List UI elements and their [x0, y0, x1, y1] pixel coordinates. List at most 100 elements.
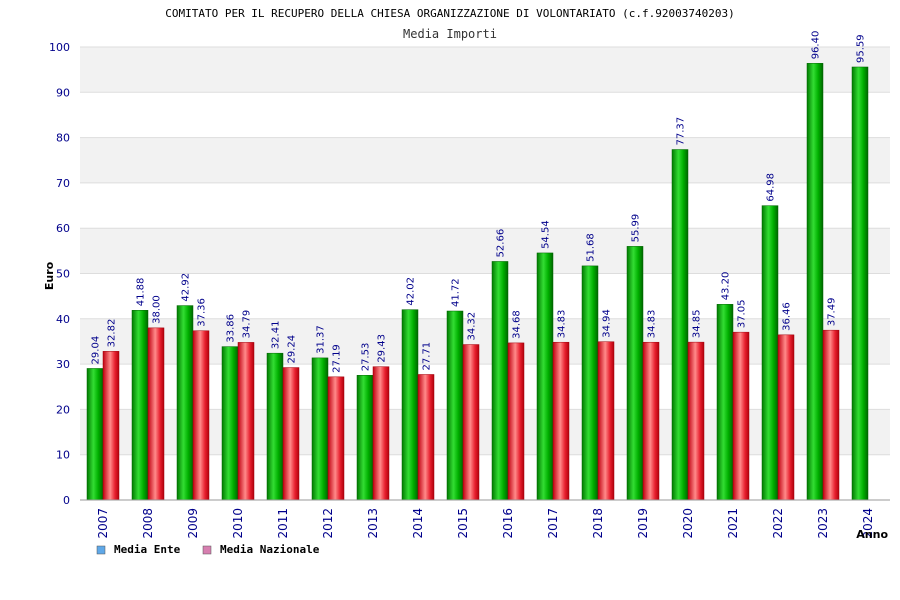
- x-tick-label-2019: 2019: [636, 508, 650, 539]
- data-label-media-nazionale-2016: 34.68: [512, 310, 523, 339]
- bar-media-nazionale-2007: [102, 351, 120, 501]
- y-tick-label: 80: [56, 132, 70, 145]
- data-label-media-ente-2012: 31.37: [316, 325, 327, 354]
- grid-band: [80, 364, 890, 410]
- bar-media-nazionale-2021: [732, 331, 750, 501]
- x-tick-label-2024: 2024: [861, 508, 875, 539]
- x-tick-label-2020: 2020: [681, 508, 695, 539]
- data-label-media-ente-2009: 42.92: [181, 273, 192, 302]
- bar-media-ente-2010: [221, 346, 239, 501]
- data-label-media-ente-2023: 96.40: [811, 31, 822, 60]
- data-label-media-nazionale-2008: 38.00: [152, 295, 163, 324]
- data-label-media-ente-2020: 77.37: [676, 117, 687, 146]
- data-label-media-ente-2008: 41.88: [136, 278, 147, 307]
- bar-media-ente-2024: [851, 66, 869, 501]
- y-tick-label: 30: [56, 358, 70, 371]
- data-label-media-nazionale-2012: 27.19: [332, 344, 343, 373]
- data-label-media-nazionale-2023: 37.49: [827, 298, 838, 327]
- data-label-media-nazionale-2014: 27.71: [422, 342, 433, 371]
- grid-bands: [80, 47, 890, 500]
- bars: [86, 63, 869, 501]
- grid-band: [80, 454, 890, 500]
- data-label-media-ente-2019: 55.99: [631, 214, 642, 243]
- x-tick-label-2010: 2010: [231, 508, 245, 539]
- bar-media-nazionale-2017: [552, 341, 570, 501]
- legend-swatch-media-ente: [96, 545, 106, 555]
- x-tick-label-2023: 2023: [816, 508, 830, 539]
- y-axis-label: Euro: [43, 261, 56, 290]
- bar-media-nazionale-2014: [417, 374, 435, 501]
- legend: Media Ente Media Nazionale: [96, 543, 320, 556]
- data-labels: 29.04 32.82 41.88 38.00 42.92 37.36 33.86 34.79…: [91, 31, 867, 373]
- data-label-media-nazionale-2013: 29.43: [377, 334, 388, 363]
- x-tick-label-2014: 2014: [411, 508, 425, 539]
- data-label-media-ente-2007: 29.04: [91, 336, 102, 365]
- grid-band: [80, 318, 890, 365]
- bar-media-ente-2007: [86, 368, 104, 501]
- y-tick-label: 70: [56, 177, 70, 190]
- bar-media-ente-2023: [806, 63, 824, 501]
- bar-media-ente-2018: [581, 265, 599, 501]
- bar-media-nazionale-2010: [237, 342, 255, 501]
- bar-media-ente-2019: [626, 246, 644, 501]
- x-tick-labels: 2007 2008 2009 2010 2011 2012 2013 2014 2015 2016…: [96, 508, 875, 539]
- data-label-media-nazionale-2022: 36.46: [782, 302, 793, 331]
- bar-media-ente-2011: [266, 352, 284, 501]
- data-label-media-nazionale-2009: 37.36: [197, 298, 208, 327]
- bar-media-nazionale-2023: [822, 329, 840, 501]
- data-label-media-ente-2013: 27.53: [361, 343, 372, 372]
- data-label-media-nazionale-2021: 37.05: [737, 300, 748, 329]
- bar-media-ente-2012: [311, 357, 329, 501]
- bar-media-ente-2013: [356, 375, 374, 501]
- data-label-media-nazionale-2015: 34.32: [467, 312, 478, 341]
- chart-title: COMITATO PER IL RECUPERO DELLA CHIESA OR…: [165, 7, 735, 20]
- data-label-media-nazionale-2018: 34.94: [602, 309, 613, 338]
- bar-media-nazionale-2012: [327, 376, 345, 501]
- data-label-media-nazionale-2017: 34.83: [557, 310, 568, 339]
- data-label-media-nazionale-2007: 32.82: [107, 319, 118, 348]
- bar-media-nazionale-2016: [507, 342, 525, 501]
- y-tick-label: 100: [49, 41, 70, 54]
- bar-media-ente-2016: [491, 261, 509, 501]
- bar-media-ente-2017: [536, 252, 554, 501]
- bar-media-nazionale-2015: [462, 344, 480, 501]
- y-tick-labels: 0 10 20 30 40 50 60 70 80 90 100: [49, 41, 70, 507]
- y-tick-label: 40: [56, 313, 70, 326]
- grid-band: [80, 137, 890, 183]
- bar-media-ente-2014: [401, 309, 419, 501]
- bar-media-ente-2020: [671, 149, 689, 501]
- y-tick-label: 0: [63, 494, 70, 507]
- bar-media-ente-2015: [446, 310, 464, 501]
- data-label-media-nazionale-2011: 29.24: [287, 335, 298, 364]
- x-tick-label-2018: 2018: [591, 508, 605, 539]
- bar-media-nazionale-2022: [777, 334, 795, 501]
- bar-media-nazionale-2018: [597, 341, 615, 501]
- data-label-media-nazionale-2019: 34.83: [647, 310, 658, 339]
- data-label-media-ente-2015: 41.72: [451, 278, 462, 307]
- x-tick-label-2011: 2011: [276, 508, 290, 539]
- bar-media-nazionale-2020: [687, 341, 705, 501]
- bar-media-nazionale-2019: [642, 341, 660, 501]
- bar-media-ente-2022: [761, 205, 779, 501]
- bar-media-ente-2008: [131, 310, 149, 501]
- data-label-media-ente-2011: 32.41: [271, 321, 282, 350]
- grid-band: [80, 182, 890, 229]
- x-tick-label-2015: 2015: [456, 508, 470, 539]
- x-tick-label-2009: 2009: [186, 508, 200, 539]
- grid-band: [80, 47, 890, 93]
- data-label-media-ente-2018: 51.68: [586, 233, 597, 262]
- y-tick-label: 50: [56, 268, 70, 281]
- bar-media-ente-2009: [176, 305, 194, 501]
- x-tick-label-2012: 2012: [321, 508, 335, 539]
- bar-media-nazionale-2011: [282, 367, 300, 501]
- grid-band: [80, 228, 890, 274]
- data-label-media-ente-2014: 42.02: [406, 277, 417, 306]
- data-label-media-ente-2024: 95.59: [856, 34, 867, 63]
- grid-band: [80, 409, 890, 455]
- data-label-media-ente-2016: 52.66: [496, 229, 507, 258]
- data-label-media-ente-2010: 33.86: [226, 314, 237, 343]
- x-tick-label-2008: 2008: [141, 508, 155, 539]
- data-label-media-ente-2021: 43.20: [721, 272, 732, 301]
